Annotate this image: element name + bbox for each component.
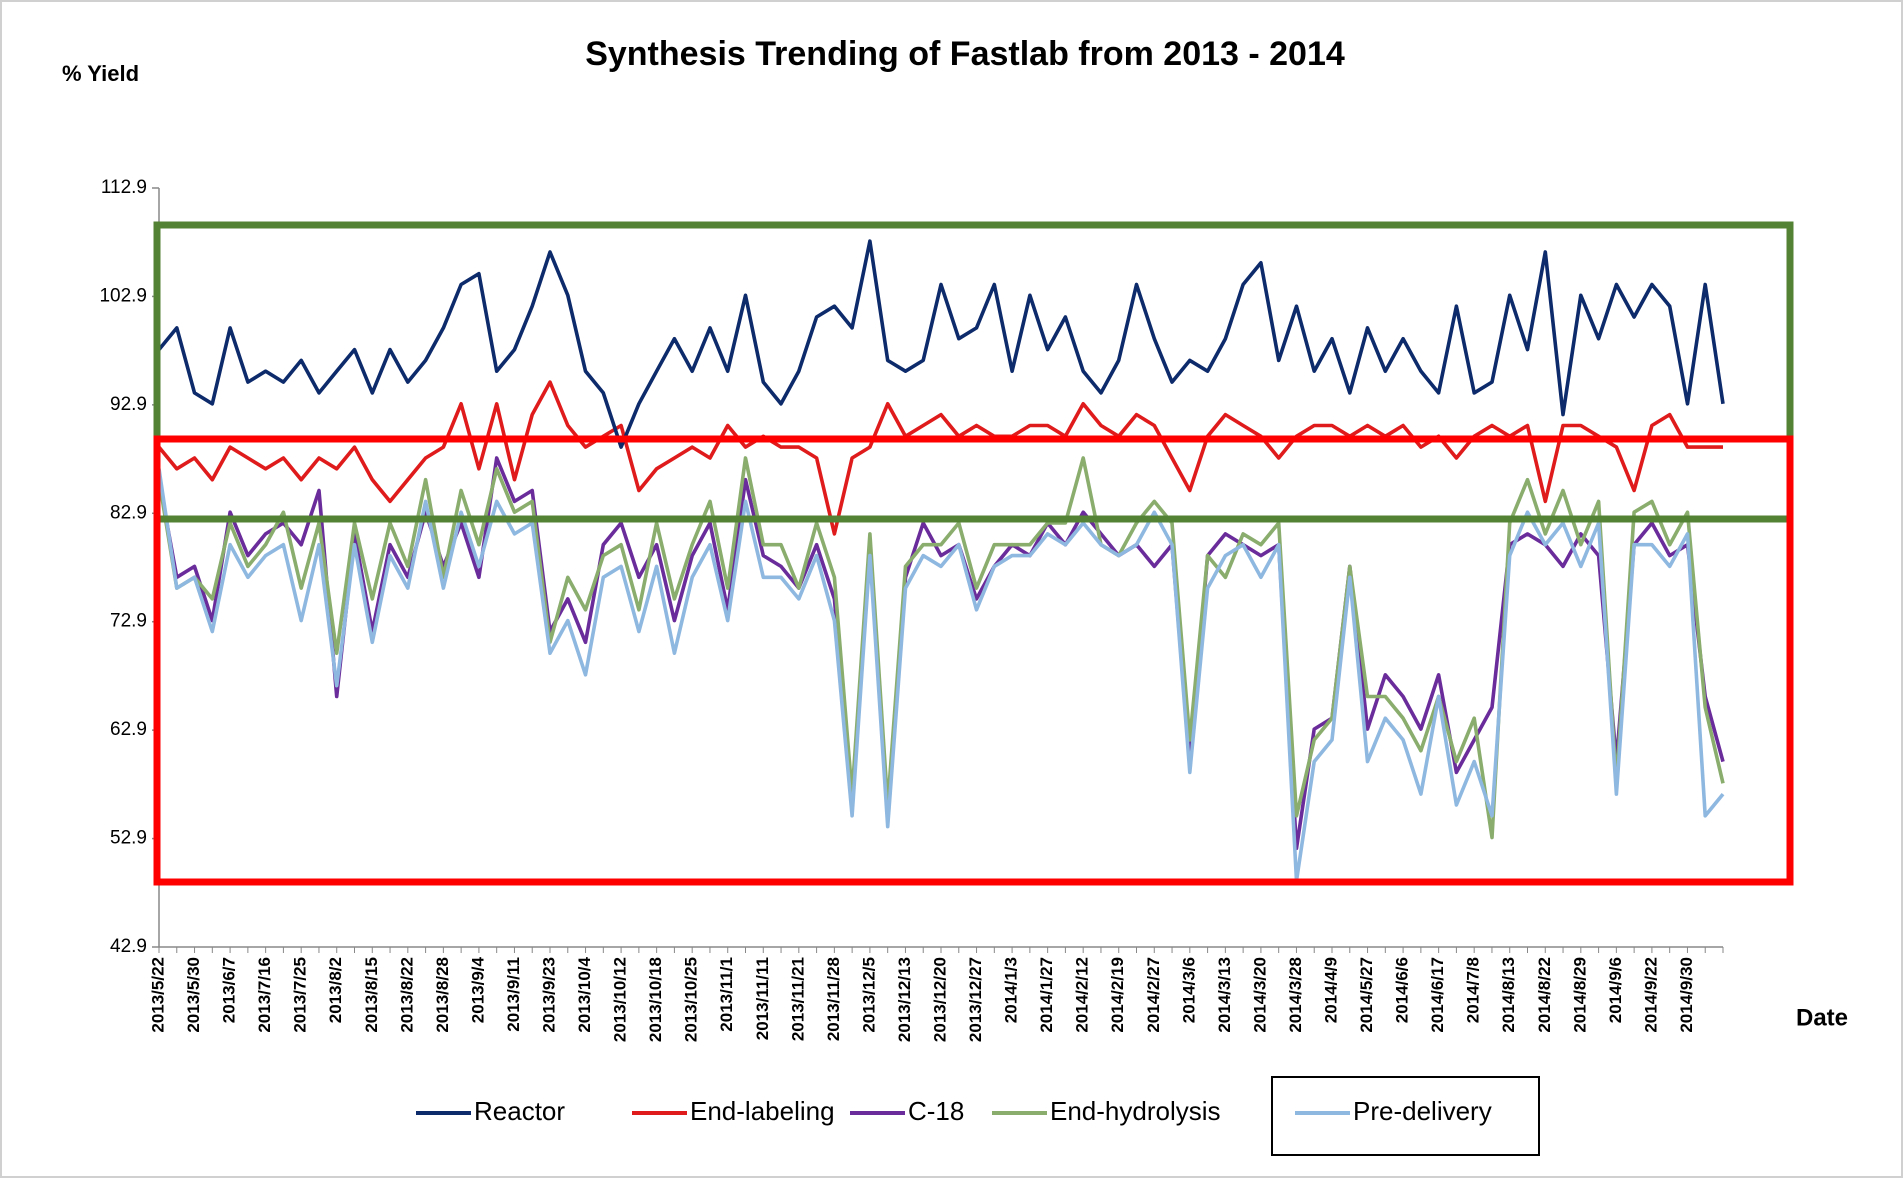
y-tick-label: 92.9 bbox=[110, 394, 147, 415]
legend-highlight-box bbox=[1271, 1076, 1540, 1156]
x-tick-label: 2013/11/11 bbox=[753, 957, 772, 1040]
chart-title: Synthesis Trending of Fastlab from 2013 … bbox=[585, 35, 1345, 73]
x-tick-label: 2014/3/13 bbox=[1215, 957, 1234, 1033]
y-tick-label: 72.9 bbox=[110, 611, 147, 632]
legend-label: End-labeling bbox=[690, 1096, 835, 1126]
x-tick-label: 2013/9/4 bbox=[468, 956, 487, 1023]
series-line bbox=[157, 456, 1725, 840]
x-tick-label: 2013/10/4 bbox=[575, 956, 594, 1032]
legend-label: Pre-delivery bbox=[1353, 1096, 1492, 1126]
x-tick-label: 2014/9/6 bbox=[1606, 957, 1625, 1023]
x-tick-label: 2013/6/7 bbox=[220, 957, 239, 1023]
legend-label: C-18 bbox=[908, 1096, 964, 1126]
x-tick-label: 2014/9/30 bbox=[1677, 957, 1696, 1033]
highlight-box-green bbox=[153, 221, 1794, 523]
series-line bbox=[157, 380, 1723, 536]
x-tick-label: 2013/12/20 bbox=[930, 957, 949, 1042]
x-tick-label: 2014/9/22 bbox=[1641, 957, 1660, 1033]
x-tick-label: 2013/8/28 bbox=[433, 957, 452, 1033]
x-tick-label: 2014/8/13 bbox=[1499, 957, 1518, 1033]
x-tick-label: 2013/9/23 bbox=[539, 957, 558, 1033]
y-tick-label: 82.9 bbox=[110, 502, 147, 523]
x-tick-label: 2013/10/18 bbox=[646, 957, 665, 1042]
y-tick-label: 102.9 bbox=[99, 285, 147, 306]
y-tick-label: 42.9 bbox=[110, 936, 147, 957]
legend-label: Reactor bbox=[474, 1096, 565, 1126]
x-tick-label: 2014/6/6 bbox=[1393, 957, 1412, 1023]
highlight-box-red bbox=[153, 435, 1794, 886]
y-tick-label: 62.9 bbox=[110, 719, 147, 740]
x-tick-label: 2013/7/16 bbox=[255, 957, 274, 1033]
legend-label: End-hydrolysis bbox=[1050, 1096, 1221, 1126]
series-line bbox=[157, 239, 1725, 449]
x-tick-label: 2014/8/29 bbox=[1570, 957, 1589, 1033]
x-tick-label: 2014/2/12 bbox=[1073, 957, 1092, 1033]
x-tick-label: 2013/8/2 bbox=[326, 957, 345, 1023]
x-tick-label: 2014/3/28 bbox=[1286, 957, 1305, 1033]
x-tick-label: 2013/9/11 bbox=[504, 957, 523, 1032]
x-tick-label: 2014/2/27 bbox=[1144, 957, 1163, 1033]
x-tick-label: 2013/5/30 bbox=[184, 957, 203, 1033]
series-line bbox=[157, 468, 1725, 883]
y-tick-label: 112.9 bbox=[101, 177, 147, 198]
y-axis-title: % Yield bbox=[62, 61, 139, 86]
x-tick-label: 2013/11/28 bbox=[824, 957, 843, 1041]
x-tick-label: 2014/8/22 bbox=[1535, 957, 1554, 1033]
x-tick-label: 2013/11/1 bbox=[717, 957, 736, 1032]
x-tick-label: 2013/12/13 bbox=[895, 957, 914, 1042]
x-tick-label: 2013/8/22 bbox=[397, 957, 416, 1033]
x-tick-label: 2014/3/20 bbox=[1250, 957, 1269, 1033]
x-tick-label: 2013/10/12 bbox=[611, 957, 630, 1042]
y-tick-label: 52.9 bbox=[110, 828, 147, 849]
x-tick-label: 2013/8/15 bbox=[362, 957, 381, 1033]
x-tick-label: 2014/6/17 bbox=[1428, 957, 1447, 1033]
x-tick-label: 2014/2/19 bbox=[1108, 957, 1127, 1033]
legend: Reactor End-labeling C-18 End-hydrolysis Pre… bbox=[416, 1096, 1492, 1126]
x-tick-label: 2013/12/5 bbox=[859, 957, 878, 1033]
x-tick-label: 2014/4/9 bbox=[1321, 957, 1340, 1023]
x-tick-label: 2014/5/27 bbox=[1357, 957, 1376, 1033]
x-tick-label: 2014/3/6 bbox=[1179, 957, 1198, 1023]
x-tick-label: 2013/7/25 bbox=[291, 957, 310, 1033]
x-tick-label: 2014/1/27 bbox=[1037, 957, 1056, 1033]
x-tick-label: 2013/10/25 bbox=[682, 957, 701, 1042]
x-tick-label: 2014/1/3 bbox=[1002, 957, 1021, 1023]
x-axis-title: Date bbox=[1796, 1004, 1848, 1031]
x-tick-label: 2013/5/22 bbox=[148, 957, 167, 1033]
x-tick-label: 2013/11/21 bbox=[788, 957, 807, 1041]
x-tick-label: 2013/12/27 bbox=[966, 957, 985, 1042]
x-tick-label: 2014/7/8 bbox=[1464, 957, 1483, 1023]
